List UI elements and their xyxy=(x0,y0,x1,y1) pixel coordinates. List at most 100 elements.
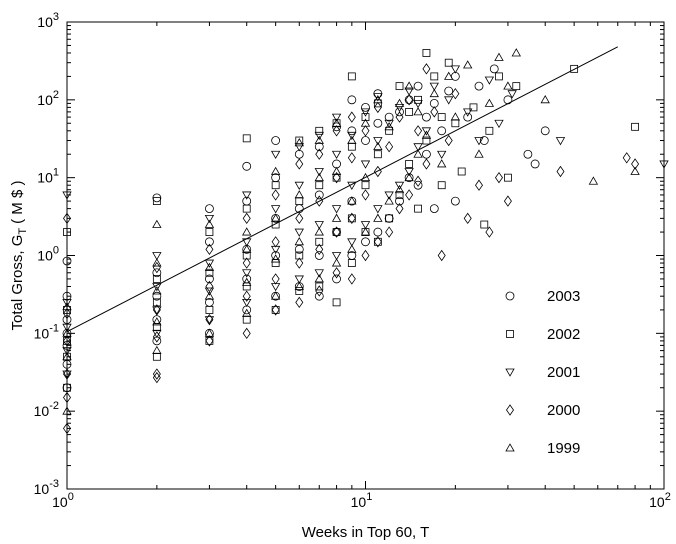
data-point xyxy=(295,296,304,309)
data-point xyxy=(360,108,371,117)
data-point xyxy=(385,140,394,153)
data-point xyxy=(315,243,324,256)
data-point xyxy=(242,290,251,302)
data-point xyxy=(63,368,71,380)
data-point xyxy=(485,126,494,135)
y-tick-label: 10-2 xyxy=(34,400,59,419)
data-point xyxy=(63,335,71,347)
data-point xyxy=(347,238,357,247)
data-point xyxy=(63,422,71,435)
data-point xyxy=(484,98,495,107)
data-point xyxy=(347,111,356,123)
data-point xyxy=(314,190,324,200)
data-point xyxy=(295,158,304,170)
data-point xyxy=(295,287,304,295)
data-point xyxy=(314,172,324,182)
data-point xyxy=(242,212,251,225)
data-point xyxy=(361,237,370,247)
data-point xyxy=(630,166,640,175)
data-point xyxy=(631,158,640,170)
data-point xyxy=(421,127,432,136)
data-point xyxy=(414,204,422,213)
series-2001 xyxy=(62,65,669,379)
data-point xyxy=(294,236,304,246)
data-point xyxy=(429,204,439,214)
y-tick-label: 100 xyxy=(37,245,59,264)
data-point xyxy=(314,269,324,278)
data-point xyxy=(270,205,281,214)
data-point xyxy=(659,160,669,169)
data-point xyxy=(385,226,394,238)
data-point xyxy=(485,226,494,238)
legend-marker xyxy=(506,330,514,338)
data-point xyxy=(205,268,214,277)
data-point xyxy=(395,202,404,215)
data-point xyxy=(63,212,71,225)
data-point xyxy=(295,257,304,269)
data-point xyxy=(295,251,304,260)
data-point xyxy=(404,95,414,105)
data-point xyxy=(422,136,431,145)
legend-marker xyxy=(505,291,515,301)
data-point xyxy=(504,173,512,182)
data-point xyxy=(347,142,356,151)
data-point xyxy=(270,213,281,222)
data-point xyxy=(62,351,72,361)
y-tick-label: 103 xyxy=(37,11,59,30)
data-point xyxy=(63,307,71,320)
data-point xyxy=(332,227,341,237)
data-point xyxy=(242,327,251,340)
data-point xyxy=(450,112,461,121)
data-point xyxy=(242,204,251,213)
data-point xyxy=(484,76,495,85)
data-point xyxy=(463,212,472,225)
data-point xyxy=(444,96,454,105)
data-point xyxy=(347,214,356,223)
data-point xyxy=(271,136,281,145)
data-point xyxy=(314,227,324,236)
data-point xyxy=(384,112,394,122)
data-point xyxy=(332,228,341,236)
data-point xyxy=(295,212,304,225)
data-point xyxy=(270,166,281,175)
axis-ticks xyxy=(66,22,664,490)
data-point xyxy=(474,137,484,146)
data-point xyxy=(152,331,161,343)
data-point xyxy=(413,180,423,190)
data-point xyxy=(450,65,461,74)
data-point xyxy=(437,159,447,168)
data-point xyxy=(588,176,599,185)
data-point xyxy=(360,118,371,127)
data-point xyxy=(444,134,453,147)
data-point xyxy=(62,191,72,200)
data-point xyxy=(555,137,566,146)
data-point xyxy=(294,138,304,147)
data-point xyxy=(507,90,517,99)
data-point xyxy=(63,228,71,236)
data-point xyxy=(204,262,215,271)
data-point xyxy=(437,181,446,190)
data-point xyxy=(315,126,324,135)
data-point xyxy=(242,308,252,317)
data-point xyxy=(430,106,439,118)
data-point xyxy=(540,95,550,104)
legend-label: 2001 xyxy=(547,364,580,381)
data-point xyxy=(314,168,324,177)
y-tick-label: 10-3 xyxy=(34,478,59,497)
data-point xyxy=(373,101,382,114)
data-point xyxy=(332,173,341,182)
data-point xyxy=(373,213,383,222)
data-point xyxy=(489,64,499,74)
data-point xyxy=(450,196,460,206)
data-point xyxy=(331,213,342,222)
data-point xyxy=(511,48,521,57)
data-point xyxy=(152,352,161,361)
data-point xyxy=(315,181,324,190)
data-point xyxy=(347,95,357,105)
data-point xyxy=(242,282,251,291)
data-point xyxy=(405,189,414,201)
data-point xyxy=(394,103,405,113)
data-point xyxy=(373,141,383,151)
data-point xyxy=(437,126,447,136)
data-point xyxy=(429,88,439,98)
